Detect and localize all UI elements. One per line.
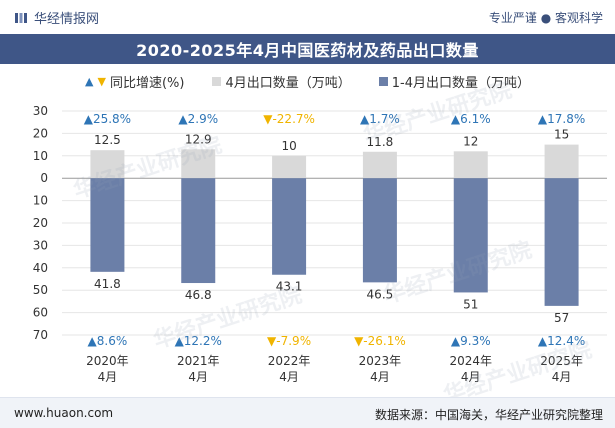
growth-label-cumulative: ▲9.3% — [451, 334, 491, 348]
x-tick-label: 2022年 — [268, 354, 311, 368]
x-tick-label: 4月 — [98, 370, 118, 384]
top-bar: 华经情报网 专业严谨 ● 客观科学 — [0, 0, 615, 34]
growth-label-cumulative: ▲12.4% — [538, 334, 585, 348]
data-label-april: 15 — [554, 128, 569, 142]
chart-title: 2020-2025年4月中国医药材及药品出口数量 — [0, 34, 615, 64]
x-tick-label: 4月 — [279, 370, 299, 384]
growth-label-april: ▲17.8% — [538, 112, 585, 126]
y-tick-label: 30 — [33, 104, 48, 118]
slogan: 专业严谨 ● 客观科学 — [488, 11, 603, 25]
y-tick-label: 60 — [33, 306, 48, 320]
data-label-april: 12.5 — [94, 133, 121, 147]
growth-label-cumulative: ▲8.6% — [88, 334, 128, 348]
y-tick-label: 30 — [33, 238, 48, 252]
data-label-april: 12 — [463, 134, 478, 148]
x-tick-label: 2020年 — [86, 354, 129, 368]
chart-plot: 30 20 10 0 10 20 30 40 50 60 70 12.5 41.8 ▲25.8% ▲8.6%… — [33, 104, 607, 384]
bar-cumulative — [362, 178, 397, 283]
chart-legend: ▲ ▼ 同比增速(%) 4月出口数量（万吨） 1-4月出口数量（万吨） — [0, 72, 615, 91]
growth-label-cumulative: ▼-7.9% — [267, 334, 311, 348]
brand: 华经情报网 — [14, 8, 99, 27]
x-tick-label: 2025年 — [540, 354, 583, 368]
y-tick-label: 0 — [40, 171, 48, 185]
legend-label-april: 4月出口数量（万吨） — [225, 76, 351, 91]
legend-label-cumulative: 1-4月出口数量（万吨） — [391, 76, 530, 91]
legend-item-cumulative: 1-4月出口数量（万吨） — [378, 72, 530, 91]
y-tick-label: 20 — [33, 126, 48, 140]
bar-april — [362, 151, 397, 179]
growth-label-april: ▲1.7% — [360, 112, 400, 126]
bar-cumulative — [544, 178, 579, 306]
bar-april — [272, 155, 307, 179]
y-tick-label: 20 — [33, 216, 48, 230]
y-tick-label: 10 — [33, 149, 48, 163]
bar-april — [544, 144, 579, 179]
growth-label-cumulative: ▲12.2% — [175, 334, 222, 348]
x-tick-label: 4月 — [188, 370, 208, 384]
legend-item-growth: ▲ ▼ 同比增速(%) — [85, 72, 184, 91]
brand-logo-icon — [15, 12, 27, 23]
footer-source: 数据来源：中国海关，华经产业研究院整理 — [374, 408, 603, 422]
bar-april — [453, 151, 488, 179]
data-label-cumulative: 43.1 — [276, 280, 303, 294]
down-triangle-icon: ▼ — [97, 75, 106, 88]
up-triangle-icon: ▲ — [85, 75, 94, 88]
data-label-cumulative: 46.5 — [367, 287, 394, 301]
data-label-cumulative: 41.8 — [94, 277, 121, 291]
data-label-april: 11.8 — [367, 135, 394, 149]
growth-label-cumulative: ▼-26.1% — [354, 334, 406, 348]
bar-cumulative — [90, 178, 125, 272]
brand-name: 华经情报网 — [34, 12, 100, 27]
x-tick-label: 2023年 — [359, 354, 402, 368]
growth-label-april: ▲2.9% — [178, 112, 218, 126]
bar-april — [90, 150, 125, 179]
y-tick-label: 40 — [33, 261, 48, 275]
x-tick-label: 2024年 — [449, 354, 492, 368]
legend-swatch-cumulative — [378, 77, 388, 86]
data-label-cumulative: 46.8 — [185, 288, 212, 302]
y-tick-label: 10 — [33, 194, 48, 208]
growth-label-april: ▼-22.7% — [263, 112, 315, 126]
y-tick-label: 50 — [33, 283, 48, 297]
growth-label-april: ▲25.8% — [84, 112, 131, 126]
footer-website: www.huaon.com — [14, 406, 114, 420]
x-tick-label: 4月 — [552, 370, 572, 384]
footer: www.huaon.com 数据来源：中国海关，华经产业研究院整理 — [0, 397, 615, 428]
growth-label-april: ▲6.1% — [451, 112, 491, 126]
bar-cumulative — [272, 178, 307, 275]
bar-cumulative — [453, 178, 488, 293]
bar-april — [181, 149, 216, 179]
data-label-cumulative: 57 — [554, 311, 569, 325]
bar-cumulative — [181, 178, 216, 284]
legend-swatch-april — [212, 77, 222, 86]
legend-label-growth: 同比增速(%) — [109, 76, 185, 91]
x-tick-label: 4月 — [461, 370, 481, 384]
data-label-cumulative: 51 — [463, 297, 478, 311]
legend-item-april: 4月出口数量（万吨） — [212, 72, 351, 91]
x-tick-label: 2021年 — [177, 354, 220, 368]
data-label-april: 12.9 — [185, 132, 212, 146]
data-label-april: 10 — [281, 139, 296, 153]
x-tick-label: 4月 — [370, 370, 390, 384]
y-tick-label: 70 — [33, 328, 48, 342]
